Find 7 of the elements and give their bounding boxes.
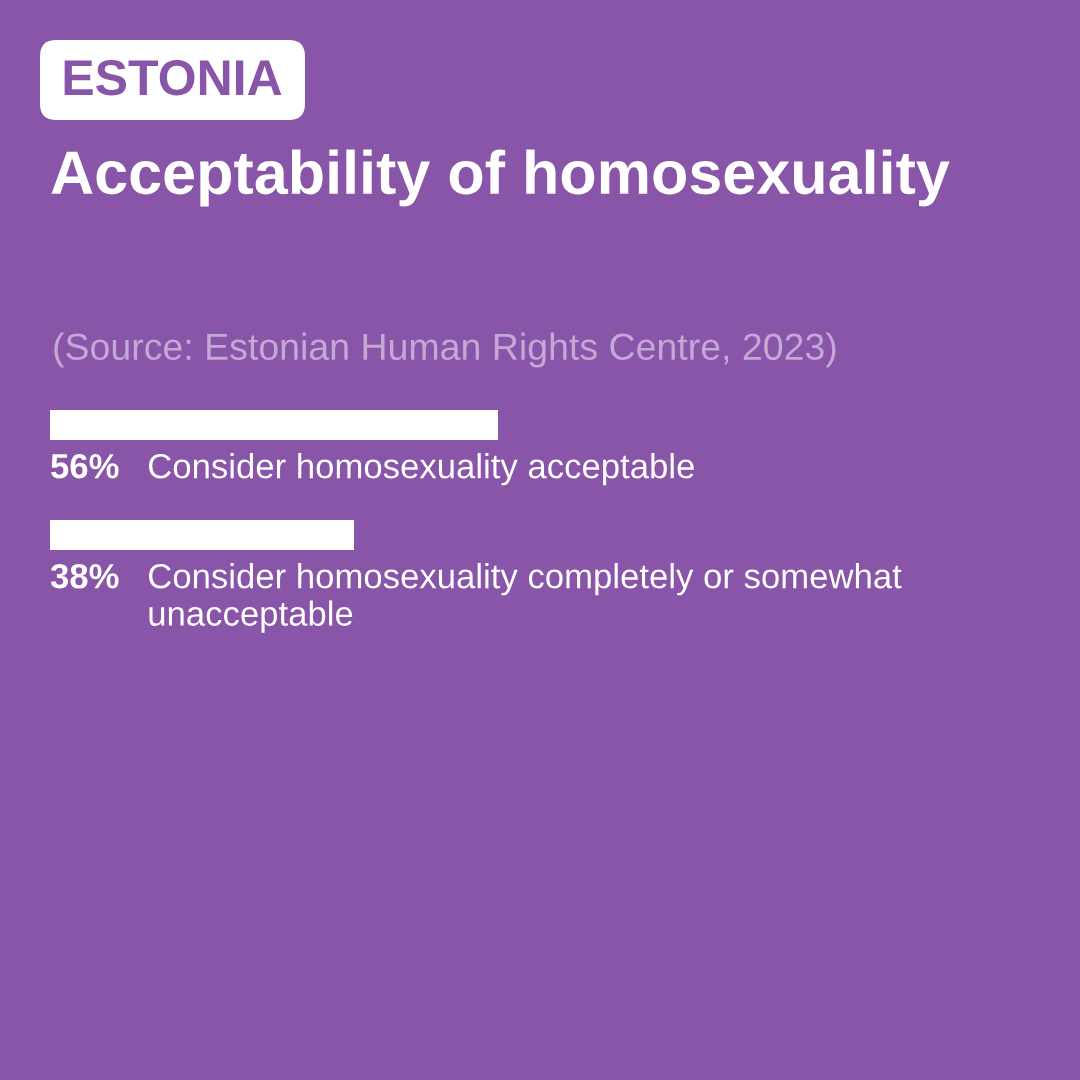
chart-title: Acceptability of homosexuality	[51, 149, 950, 207]
data-label: 38%	[50, 563, 119, 589]
text: (Source: Estonian Human Rights Centre, 2023)	[54, 332, 836, 368]
data-label: 56%	[51, 453, 119, 479]
y-tick-label: Consider homosexuality completely or somewhat unacceptable	[148, 563, 902, 633]
chart-subtitle: ESTONIA	[64, 60, 282, 96]
y-tick-label: Consider homosexuality acceptable	[148, 453, 694, 486]
